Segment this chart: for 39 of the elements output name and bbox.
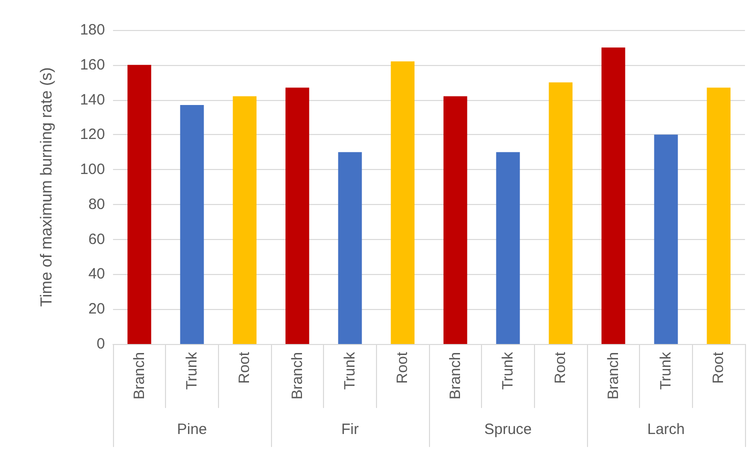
text: Root (394, 352, 412, 384)
text: Trunk (658, 352, 674, 390)
y-tick-label: 40 (88, 266, 105, 283)
text: Trunk (500, 352, 516, 390)
y-tick-label: 20 (88, 300, 105, 318)
text: Trunk (342, 352, 358, 390)
bar (180, 105, 204, 344)
bar (654, 134, 678, 344)
x-tick-label: Spruce (484, 421, 532, 438)
y-tick-label: 60 (88, 230, 105, 248)
bar (496, 152, 520, 344)
text: Root (552, 352, 570, 384)
text: Branch (288, 352, 306, 400)
text: Branch (130, 352, 148, 400)
y-axis-title: Time of maximum burning rate (s) (38, 67, 56, 307)
y-tick-label: 160 (80, 56, 105, 74)
text: Trunk (184, 352, 200, 390)
bar (548, 82, 573, 344)
bar (338, 152, 362, 344)
y-tick-label: 180 (80, 22, 105, 38)
y-tick-label: 100 (80, 161, 105, 178)
x-tick-label: Fir (341, 421, 359, 438)
y-tick-label: 140 (80, 91, 105, 108)
x-tick-label: Larch (647, 421, 685, 438)
text: Branch (446, 352, 464, 400)
bar (127, 64, 152, 344)
bar (443, 96, 468, 344)
y-tick-label: 80 (88, 196, 105, 213)
x-tick-label: Pine (176, 421, 208, 438)
bar (706, 88, 731, 344)
bar (232, 96, 257, 344)
y-tick-label: 120 (80, 126, 105, 144)
bar (390, 61, 415, 344)
y-tick-label: 0 (96, 336, 105, 352)
text: Root (710, 352, 728, 384)
text: Branch (604, 352, 622, 400)
bar (285, 88, 310, 344)
text: Root (236, 351, 254, 384)
bar (601, 47, 626, 344)
